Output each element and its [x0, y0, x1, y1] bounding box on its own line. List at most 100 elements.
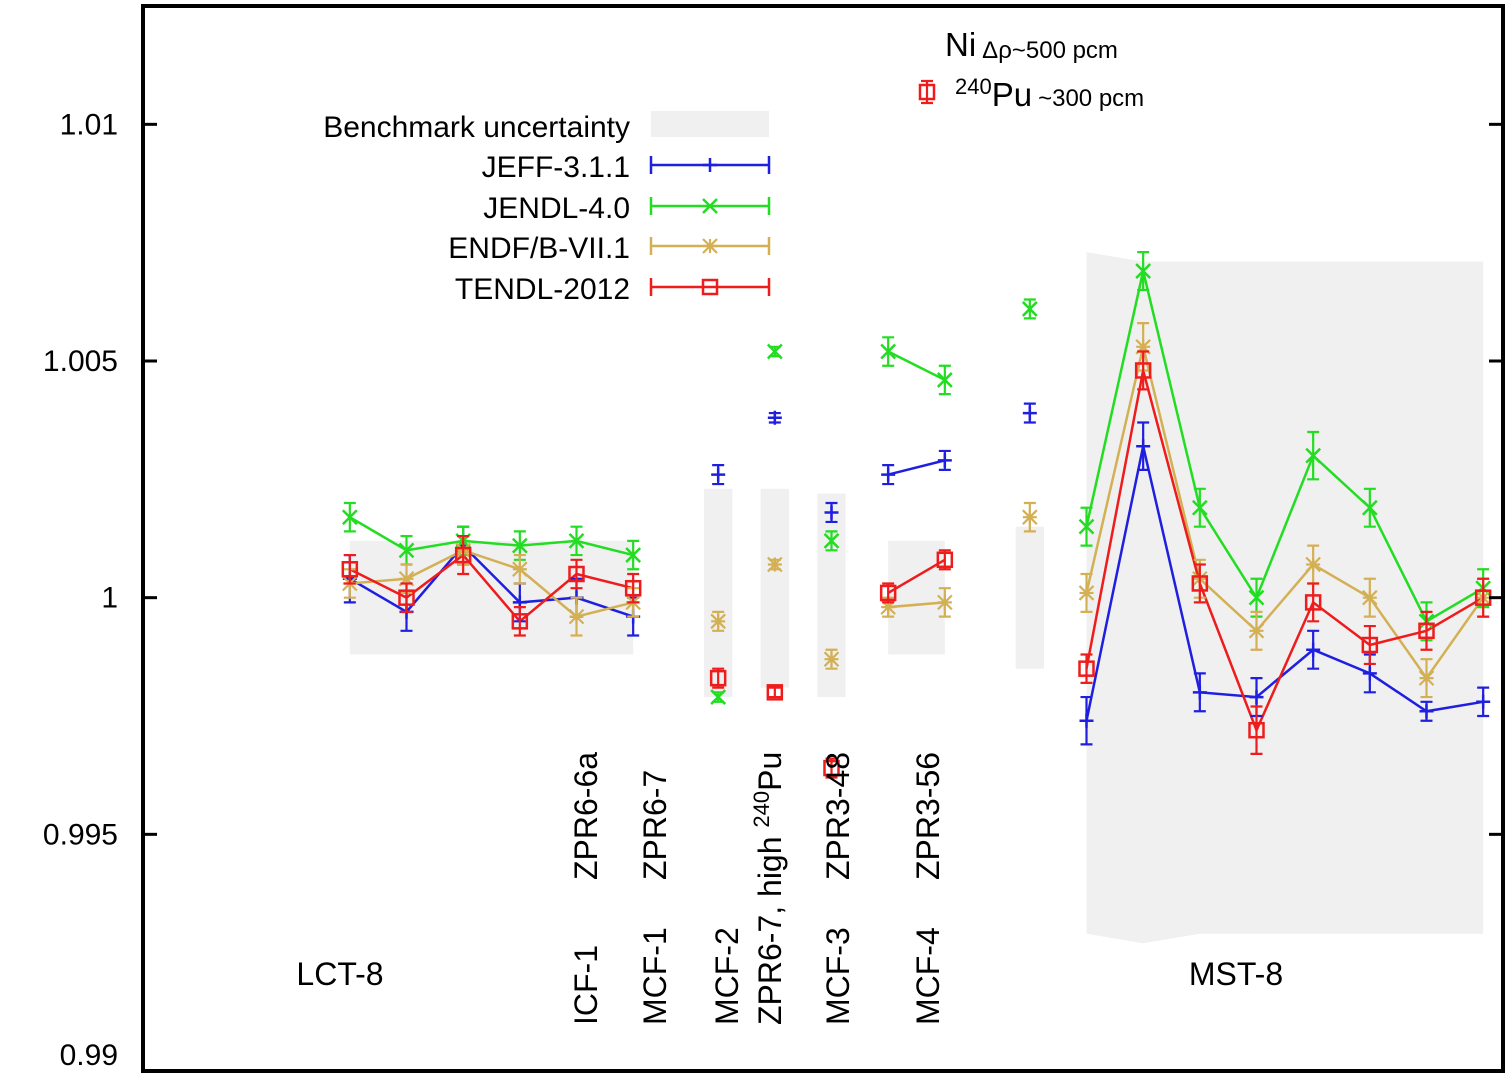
data-point-tendl-2012	[1304, 594, 1322, 611]
error-bar-tendl-2012	[1193, 563, 1206, 604]
data-point-endf-b-vii-1	[710, 613, 726, 630]
data-point-endf-b-vii-1	[1418, 670, 1435, 686]
error-bar-tendl-2012	[1420, 610, 1433, 651]
legend-label-band: Benchmark uncertainty	[323, 111, 630, 144]
group-label-zpr6-7: ZPR6-7	[637, 770, 673, 880]
data-point-tendl-2012	[511, 613, 529, 630]
data-point-tendl-2012	[1078, 660, 1095, 677]
data-point-jendl-4-0	[1078, 518, 1095, 535]
legend-key-endf	[649, 237, 771, 255]
data-point-jeff-3-1-1	[1136, 439, 1151, 454]
group-label-lct8: LCT-8	[296, 956, 383, 992]
group-label-zpr6-7-high: ZPR6-7, high 240Pu	[749, 752, 788, 1025]
band-lct-8	[349, 540, 634, 655]
data-point-tendl-2012	[709, 669, 727, 687]
ni-label: Ni	[945, 26, 976, 63]
error-bar-tendl-2012	[343, 553, 356, 585]
data-point-jendl-4-0	[1305, 447, 1322, 464]
data-point-jendl-4-0	[1248, 589, 1265, 606]
data-point-jendl-4-0	[625, 547, 642, 563]
data-point-endf-b-vii-1	[1248, 623, 1265, 639]
data-point-jendl-4-0	[341, 509, 358, 526]
group-label-zpr3-56: ZPR3-56	[910, 752, 946, 880]
error-bar-tendl-2012	[1137, 350, 1150, 391]
data-point-endf-b-vii-1	[767, 556, 783, 573]
group-label-mst8: MST-8	[1189, 956, 1283, 992]
data-point-jendl-4-0	[766, 343, 783, 360]
data-point-tendl-2012	[1361, 636, 1379, 654]
data-point-endf-b-vii-1	[568, 608, 585, 625]
plot-frame	[141, 4, 1505, 1073]
pu-note: ~300 pcm	[1038, 85, 1144, 112]
data-point-jendl-4-0	[1021, 301, 1038, 317]
data-point-jendl-4-0	[1361, 499, 1378, 516]
error-bar-tendl-2012	[1477, 577, 1490, 618]
data-point-tendl-2012	[879, 584, 897, 602]
data-point-tendl-2012	[766, 684, 784, 701]
series-lines	[349, 270, 1485, 734]
error-bar-tendl-2012	[513, 606, 526, 637]
error-bar-tendl-2012	[1250, 705, 1263, 755]
data-point-jeff-3-1-1	[1249, 690, 1264, 705]
ni-annotation: Ni Δρ~500 pcm	[945, 26, 1118, 64]
pu-annotation-marker	[918, 79, 936, 105]
series-line-endf-b-vii-1	[349, 548, 634, 618]
error-bar-tendl-2012	[570, 558, 583, 590]
data-point-jeff-3-1-1	[767, 410, 782, 425]
data-point-jeff-3-1-1	[1192, 685, 1207, 700]
series-line-tendl-2012	[887, 558, 946, 595]
group-label-mcf4: MCF-4	[910, 927, 946, 1025]
data-point-jeff-3-1-1	[1079, 713, 1094, 728]
legend-label-endf: ENDF/B-VII.1	[448, 232, 630, 265]
data-point-jendl-4-0	[511, 537, 528, 554]
data-point-jendl-4-0	[1191, 499, 1208, 516]
data-point-endf-b-vii-1	[1305, 556, 1321, 573]
series-line-endf-b-vii-1	[888, 601, 945, 609]
series-line-jendl-4-0	[349, 516, 634, 557]
data-point-jendl-4-0	[568, 532, 585, 549]
legend-marker	[702, 238, 718, 254]
legend-label-tendl: TENDL-2012	[455, 273, 630, 306]
data-point-jeff-3-1-1	[711, 467, 726, 482]
data-point-tendl-2012	[568, 565, 585, 583]
series-line-jendl-4-0	[1085, 270, 1484, 624]
data-point-endf-b-vii-1	[937, 594, 953, 611]
series-line-jeff-3-1-1	[887, 459, 946, 476]
y-tick-label: 0.995	[43, 818, 118, 851]
error-bar-tendl-2012	[1080, 653, 1093, 684]
data-point-endf-b-vii-1	[1135, 339, 1151, 355]
legend-label-jeff: JEFF-3.1.1	[482, 151, 630, 184]
error-bar-tendl-2012	[1363, 624, 1376, 666]
data-point-endf-b-vii-1	[1362, 589, 1378, 606]
pu-label: Pu	[992, 76, 1032, 113]
data-point-tendl-2012	[341, 561, 359, 578]
y-axis-ticks: 0.99 0.995 1 1.005 1.01	[43, 108, 1503, 1073]
legend-key-jendl	[649, 197, 771, 215]
series-line-endf-b-vii-1	[1085, 346, 1485, 681]
error-bar-tendl-2012	[768, 686, 781, 699]
band-mcf-1	[760, 488, 789, 688]
data-point-tendl-2012	[936, 551, 954, 569]
data-point-jendl-4-0	[398, 542, 415, 559]
data-point-tendl-2012	[823, 759, 840, 777]
y-tick-label: 1.005	[43, 345, 118, 378]
data-point-endf-b-vii-1	[880, 599, 896, 615]
series-line-jeff-3-1-1	[1085, 445, 1484, 721]
data-point-tendl-2012	[454, 546, 472, 564]
legend-label-jendl: JENDL-4.0	[483, 192, 630, 225]
zpr6-7-high-pu: Pu	[752, 752, 788, 791]
data-point-endf-b-vii-1	[823, 651, 840, 667]
data-point-tendl-2012	[398, 589, 415, 606]
data-point-endf-b-vii-1	[512, 561, 528, 578]
series-line-tendl-2012	[1085, 370, 1484, 734]
data-point-jeff-3-1-1	[1362, 666, 1377, 681]
legend-swatch-band	[651, 111, 769, 137]
top-annotation: Ni Δρ~500 pcm 240Pu ~300 pcm	[918, 26, 1144, 113]
legend-marker	[702, 198, 718, 214]
series-line-tendl-2012	[349, 553, 634, 624]
band-mcf-3	[888, 540, 945, 655]
data-point-jeff-3-1-1	[824, 505, 839, 520]
y-tick-label: 1	[101, 582, 118, 615]
data-point-jeff-3-1-1	[1419, 704, 1434, 719]
pu-sup: 240	[955, 74, 992, 99]
